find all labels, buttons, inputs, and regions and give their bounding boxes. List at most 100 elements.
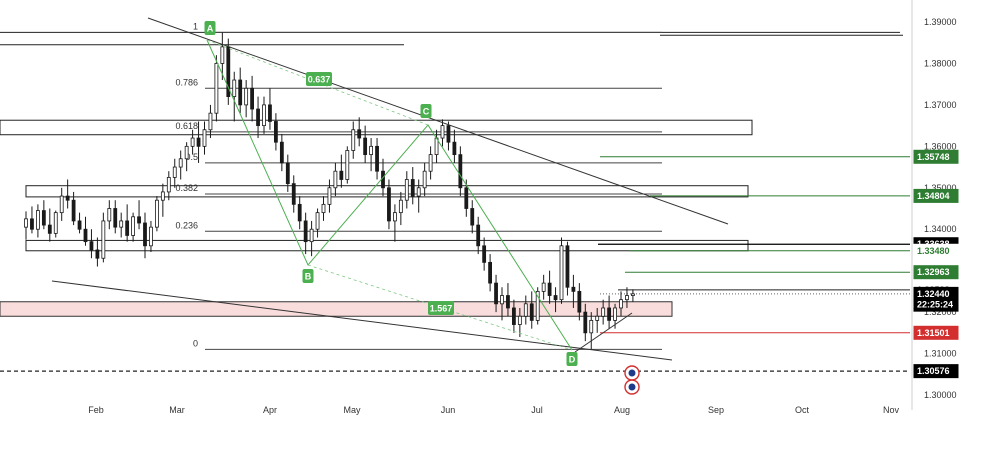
month-tick-label: May	[343, 405, 361, 415]
candle-body	[107, 208, 112, 222]
fib-level-label: 0.618	[175, 121, 198, 131]
candle-body	[506, 295, 510, 309]
svg-text:1.567: 1.567	[430, 304, 453, 314]
candle-body	[202, 129, 207, 147]
candle-body	[625, 295, 629, 301]
candle-body	[482, 245, 487, 263]
svg-text:A: A	[207, 24, 214, 34]
candle-body	[488, 261, 493, 284]
pattern-point-d: D	[566, 352, 578, 366]
candle-body	[131, 216, 136, 236]
price-tick-label: 1.34000	[924, 224, 957, 234]
pattern-point-b: B	[302, 269, 314, 283]
svg-text:0.637: 0.637	[308, 75, 331, 85]
candle-body	[95, 249, 100, 259]
candle-body	[631, 293, 635, 296]
candle-body	[119, 220, 124, 228]
candle-body	[24, 218, 28, 228]
month-tick-label: Sep	[708, 405, 724, 415]
candle-body	[476, 224, 481, 247]
candle-body	[166, 177, 171, 193]
candle-body	[535, 290, 540, 321]
price-tick-label: 1.30000	[924, 390, 957, 400]
candle-body	[392, 212, 397, 222]
fib-level-label: 0.236	[175, 220, 198, 230]
candle-body	[214, 63, 219, 114]
candle-body	[89, 241, 94, 251]
resistance-zone-3	[25, 239, 749, 252]
price-label: 1.33480	[913, 243, 959, 258]
month-tick-label: Mar	[169, 405, 185, 415]
price-label: 1.32963	[913, 265, 959, 280]
candle-body	[83, 228, 88, 243]
candle-body	[529, 303, 534, 321]
candle-body	[36, 210, 40, 230]
candle-body	[71, 199, 76, 222]
downtrend-line-upper	[147, 17, 729, 225]
candle-body	[571, 286, 576, 292]
candle-body	[601, 307, 606, 317]
economic-event-icon[interactable]	[624, 365, 640, 381]
candle-body	[452, 141, 457, 156]
month-tick-label: Apr	[263, 405, 277, 415]
pattern-point-a: A	[204, 21, 216, 35]
fib-level-label: 0.382	[175, 183, 198, 193]
candle-body	[279, 141, 284, 164]
candle-body	[178, 158, 183, 168]
candle-body	[464, 187, 469, 209]
candle-body	[577, 290, 582, 313]
candle-body	[512, 307, 516, 325]
svg-text:B: B	[305, 272, 312, 282]
candle-body	[321, 203, 326, 214]
svg-text:D: D	[569, 355, 576, 365]
candle-body	[309, 228, 314, 243]
resistance-zone-1	[0, 119, 753, 136]
candle-body	[363, 137, 368, 156]
resistance-zone-2	[25, 185, 749, 198]
candle-body	[238, 79, 243, 106]
candle-body	[184, 145, 189, 160]
candle-body	[416, 187, 421, 197]
svg-text:22:25:24: 22:25:24	[917, 300, 953, 310]
month-tick-label: Jul	[531, 405, 543, 415]
pattern-point-c: C	[420, 104, 432, 118]
candle-body	[113, 208, 118, 228]
candle-body	[589, 319, 594, 334]
candle-body	[220, 46, 225, 64]
candle-body	[595, 315, 600, 321]
svg-text:1.32963: 1.32963	[917, 267, 950, 277]
candle-body	[125, 220, 130, 236]
svg-text:1.34804: 1.34804	[917, 191, 950, 201]
candle-body	[143, 222, 147, 247]
candle-body	[494, 282, 498, 305]
ratio-badge-ac: 0.637	[306, 72, 332, 86]
ratio-badge-bd: 1.567	[428, 301, 454, 315]
month-tick-label: Nov	[883, 405, 900, 415]
svg-text:1.32440: 1.32440	[917, 289, 950, 299]
candle-body	[619, 299, 623, 309]
candle-body	[523, 303, 528, 317]
price-tick-label: 1.36000	[924, 141, 957, 151]
candle-body	[440, 125, 445, 139]
candle-body	[273, 121, 278, 143]
candle-body	[285, 162, 290, 185]
candle-body	[398, 199, 403, 214]
candle-body	[41, 210, 46, 226]
month-tick-label: Jun	[441, 405, 456, 415]
axes: 1.39000 1.38000 1.37000 1.36000 1.35000 1.340…	[88, 0, 957, 415]
price-tick-label: 1.32000	[924, 307, 957, 317]
month-tick-label: Oct	[795, 405, 810, 415]
candle-body	[565, 245, 570, 288]
candle-body	[303, 220, 308, 243]
price-tick-label: 1.39000	[924, 17, 957, 27]
candle-body	[345, 150, 350, 180]
candle-body	[77, 220, 82, 230]
candle-body	[137, 216, 141, 224]
demand-zone	[0, 301, 673, 317]
economic-event-icon[interactable]	[624, 379, 640, 395]
candle-body	[262, 104, 266, 127]
candle-body	[268, 104, 272, 122]
candle-body	[541, 282, 546, 292]
candle-body	[613, 307, 617, 321]
candle-body	[470, 208, 475, 226]
